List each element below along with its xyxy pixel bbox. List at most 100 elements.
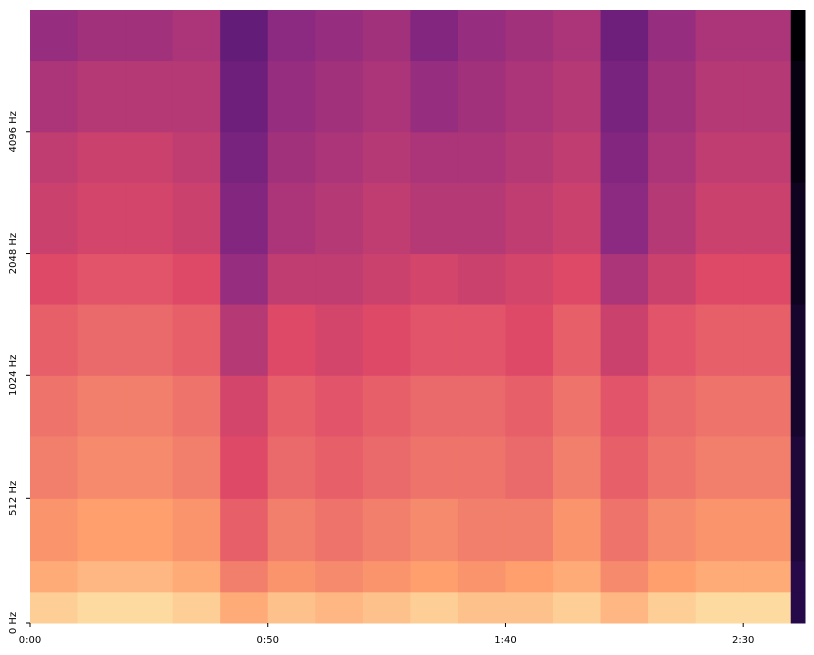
- cell: [267, 375, 316, 437]
- cell: [410, 435, 459, 499]
- cell: [553, 435, 602, 499]
- cell: [77, 10, 126, 62]
- cell: [30, 591, 79, 624]
- cell: [267, 182, 316, 255]
- cell: [172, 10, 221, 62]
- cell: [362, 10, 411, 62]
- cell: [77, 560, 126, 593]
- cell: [505, 253, 554, 305]
- cell: [220, 591, 269, 624]
- cell: [77, 304, 126, 376]
- cell: [695, 375, 744, 437]
- cell: [220, 498, 269, 562]
- cell: [457, 253, 506, 305]
- cell: [220, 10, 269, 62]
- cell: [457, 560, 506, 593]
- cell: [695, 10, 744, 62]
- cell: [220, 253, 269, 305]
- cell: [457, 60, 506, 133]
- cell: [743, 253, 792, 305]
- y-tick-label: 512 Hz: [8, 481, 19, 516]
- cell: [125, 60, 174, 133]
- cell: [410, 182, 459, 255]
- x-tick-label: 0:50: [256, 635, 278, 646]
- cell: [505, 435, 554, 499]
- cell: [457, 435, 506, 499]
- cell: [30, 131, 79, 183]
- cell: [220, 182, 269, 255]
- cell: [600, 435, 649, 499]
- cell: [267, 10, 316, 62]
- cell: [505, 560, 554, 593]
- cell: [315, 498, 364, 562]
- cell: [648, 60, 697, 133]
- cell: [77, 60, 126, 133]
- cell: [125, 10, 174, 62]
- cell: [505, 498, 554, 562]
- cell: [505, 182, 554, 255]
- cell: [648, 253, 697, 305]
- cell: [553, 375, 602, 437]
- cell: [172, 304, 221, 376]
- cell: [267, 560, 316, 593]
- cell: [125, 253, 174, 305]
- cell: [362, 591, 411, 624]
- cell: [457, 10, 506, 62]
- cell: [600, 182, 649, 255]
- cell: [220, 60, 269, 133]
- cell: [743, 131, 792, 183]
- cell: [172, 131, 221, 183]
- y-tick-label: 4096 Hz: [8, 111, 19, 152]
- cell: [267, 304, 316, 376]
- cell: [220, 375, 269, 437]
- cell: [743, 10, 792, 62]
- cell: [125, 591, 174, 624]
- cell: [125, 435, 174, 499]
- cell: [30, 435, 79, 499]
- x-tick-label: 2:30: [732, 635, 754, 646]
- cell: [505, 10, 554, 62]
- cell: [125, 182, 174, 255]
- cell: [172, 435, 221, 499]
- cell: [77, 591, 126, 624]
- cell: [457, 182, 506, 255]
- cell: [553, 304, 602, 376]
- cell: [172, 182, 221, 255]
- cell: [267, 435, 316, 499]
- cell: [362, 60, 411, 133]
- cell: [410, 304, 459, 376]
- cell: [30, 253, 79, 305]
- cell: [743, 60, 792, 133]
- cell: [410, 60, 459, 133]
- cell: [410, 131, 459, 183]
- cell: [648, 498, 697, 562]
- cell: [315, 253, 364, 305]
- cell: [790, 60, 806, 133]
- cell: [743, 182, 792, 255]
- cell: [172, 560, 221, 593]
- cell: [172, 253, 221, 305]
- cell: [125, 131, 174, 183]
- cell: [172, 591, 221, 624]
- cell: [315, 182, 364, 255]
- cell: [695, 435, 744, 499]
- cell: [457, 498, 506, 562]
- cell: [77, 131, 126, 183]
- cell: [410, 253, 459, 305]
- cell: [315, 560, 364, 593]
- cell: [505, 375, 554, 437]
- cell: [362, 131, 411, 183]
- cell: [410, 591, 459, 624]
- cell: [648, 375, 697, 437]
- cell: [648, 560, 697, 593]
- cell: [743, 498, 792, 562]
- cell: [600, 131, 649, 183]
- y-tick-label: 1024 Hz: [8, 355, 19, 396]
- cell: [790, 560, 806, 593]
- cell: [505, 304, 554, 376]
- cell: [505, 60, 554, 133]
- cell: [77, 498, 126, 562]
- cell: [220, 304, 269, 376]
- cell: [77, 375, 126, 437]
